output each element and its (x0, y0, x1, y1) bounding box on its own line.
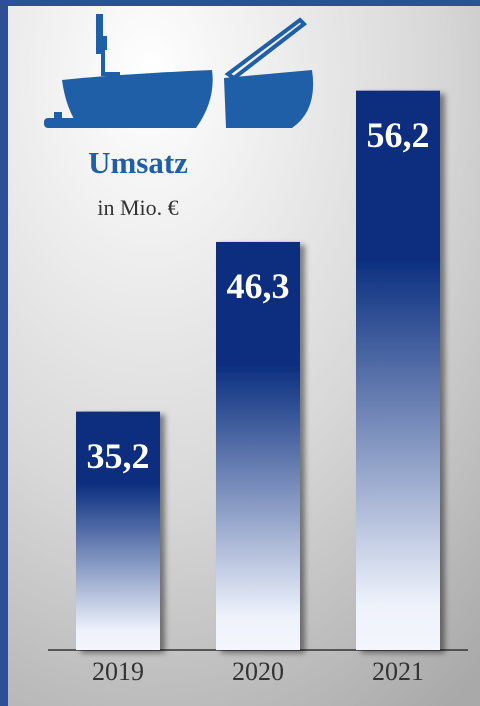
x-tick-label: 2020 (232, 657, 284, 686)
value-label: 35,2 (87, 436, 150, 476)
bar (356, 90, 440, 651)
icon (44, 14, 314, 128)
bar (76, 411, 160, 650)
chart-subtitle: in Mio. € (97, 195, 178, 220)
value-label: 56,2 (367, 115, 430, 155)
value-label: 46,3 (227, 266, 290, 306)
chart-title: Umsatz (88, 145, 188, 180)
x-tick-label: 2019 (92, 657, 144, 686)
x-tick-label: 2021 (372, 657, 424, 686)
bar (216, 241, 300, 650)
